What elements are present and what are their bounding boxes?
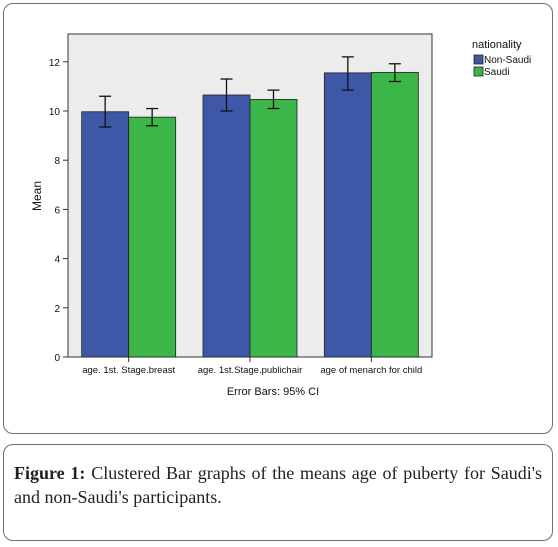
figure-caption: Figure 1: Clustered Bar graphs of the me…	[14, 461, 542, 509]
y-axis: 0 2 4 6 8 10 12	[49, 58, 68, 364]
caption-box: Figure 1: Clustered Bar graphs of the me…	[3, 444, 553, 541]
legend-label: Saudi	[484, 67, 510, 78]
legend-swatch-non-saudi	[473, 54, 484, 65]
bar-non-saudi	[323, 72, 372, 358]
y-tick-label: 10	[49, 107, 61, 118]
y-tick-label: 0	[54, 353, 60, 364]
y-axis-label: Mean	[30, 181, 44, 211]
bar-non-saudi	[202, 94, 251, 358]
caption-label: Figure 1:	[14, 463, 86, 483]
bar-saudi	[128, 116, 177, 358]
y-tick-label: 8	[54, 156, 60, 167]
bar-saudi	[370, 71, 419, 358]
bar-non-saudi	[81, 111, 130, 358]
x-axis-label: Error Bars: 95% CI	[227, 386, 319, 398]
x-tick-label: age. 1st. Stage.breast	[82, 365, 175, 376]
legend-title: nationality	[472, 39, 522, 51]
y-tick-label: 4	[54, 255, 60, 266]
legend-swatch-saudi	[473, 66, 484, 77]
legend-label: Non-Saudi	[484, 55, 531, 66]
error-bars	[99, 56, 401, 128]
x-tick-label: age of menarch for child	[320, 365, 422, 376]
y-tick-label: 12	[49, 58, 61, 69]
caption-body: Clustered Bar graphs of the means age of…	[14, 463, 542, 507]
bar-saudi	[249, 99, 298, 358]
bars	[81, 71, 419, 358]
y-tick-label: 6	[54, 205, 60, 216]
x-tick-label: age. 1st.Stage.publichair	[198, 365, 303, 376]
y-tick-label: 2	[54, 304, 60, 315]
x-axis: age. 1st. Stage.breast age. 1st.Stage.pub…	[82, 357, 422, 376]
